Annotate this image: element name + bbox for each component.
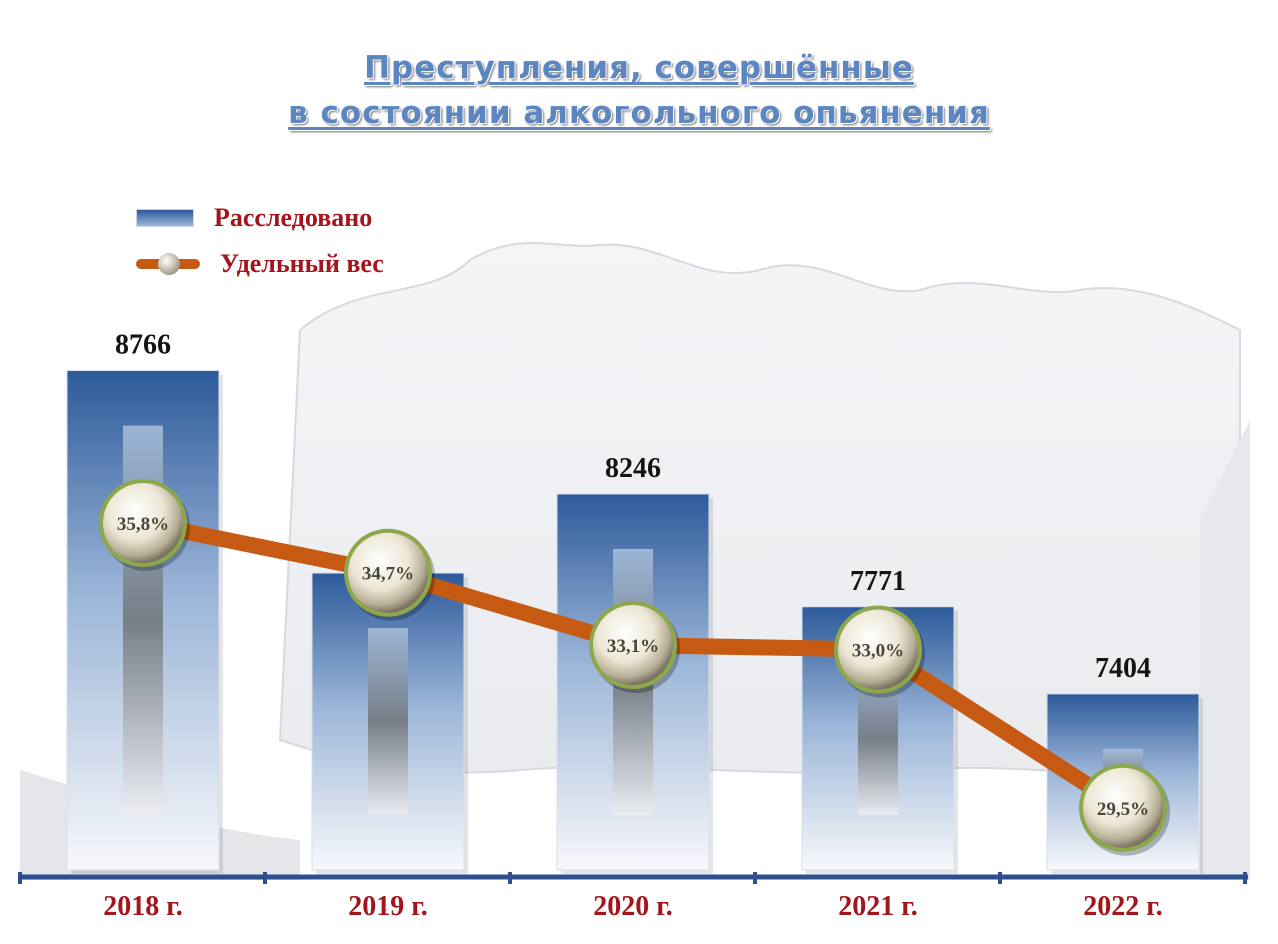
line-point-label: 33,0% [852, 641, 904, 662]
line-point-2020 г. [593, 605, 673, 686]
legend-item-line: Удельный вес [136, 244, 384, 284]
line-point-label: 29,5% [1097, 799, 1149, 820]
line-point-2019 г. [348, 532, 428, 613]
line-point-label: 35,8% [117, 514, 169, 535]
bar-value-label: 8246 [605, 453, 661, 484]
legend-line-swatch [136, 252, 200, 276]
chart-title-line-1: Преступления, совершённые [364, 50, 914, 86]
line-point-label: 33,1% [607, 636, 659, 657]
x-tick-label: 2021 г. [838, 891, 918, 922]
line-point-2022 г. [1083, 767, 1163, 848]
bar-inner-highlight [368, 628, 408, 815]
line-point-2021 г. [838, 609, 918, 690]
legend-label-bars: Расследовано [214, 203, 373, 232]
bar-value-label: 7771 [850, 566, 906, 597]
legend-bar-swatch [136, 209, 194, 227]
line-point-2018 г. [103, 483, 183, 563]
x-tick-label: 2018 г. [103, 891, 183, 922]
legend-item-bars: Расследовано [136, 198, 372, 238]
x-tick-label: 2019 г. [348, 891, 428, 922]
bar-value-label: 7404 [1095, 653, 1151, 684]
bar-value-label: 8766 [115, 330, 171, 361]
legend-label-line: Удельный вес [220, 249, 384, 278]
chart-title-line-2: в состоянии алкогольного опьянения [288, 95, 990, 131]
line-point-label: 34,7% [362, 564, 414, 585]
x-tick-label: 2020 г. [593, 891, 673, 922]
x-tick-label: 2022 г. [1083, 891, 1163, 922]
